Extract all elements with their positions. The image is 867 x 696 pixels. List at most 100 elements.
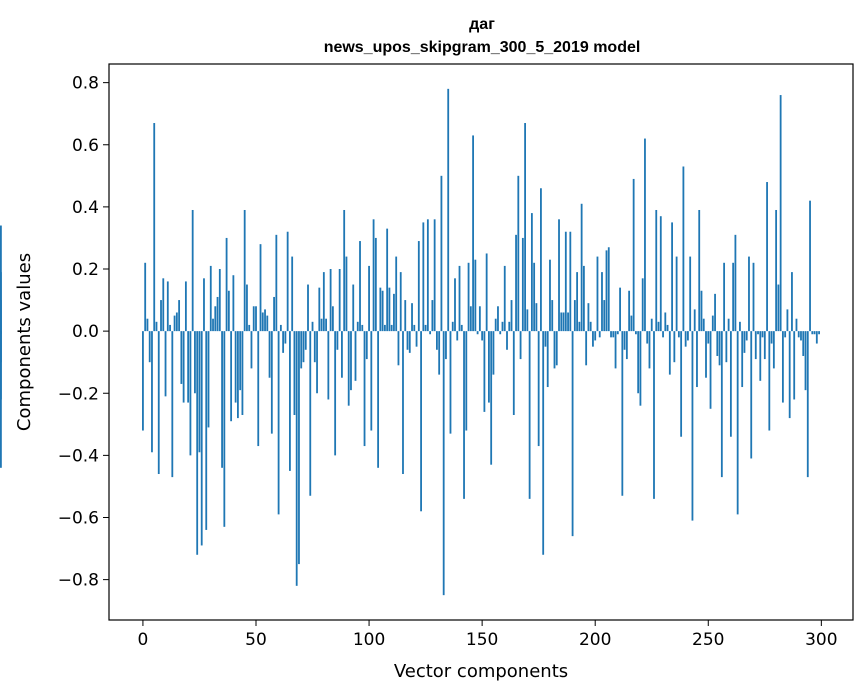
bar bbox=[567, 312, 569, 332]
bar bbox=[289, 331, 291, 471]
bar bbox=[302, 331, 305, 363]
bar bbox=[322, 272, 325, 332]
bar bbox=[189, 331, 192, 456]
bar bbox=[467, 262, 470, 332]
bar bbox=[399, 272, 402, 332]
bar bbox=[417, 241, 420, 332]
bar bbox=[791, 272, 793, 332]
bar bbox=[546, 331, 549, 388]
bar bbox=[397, 331, 400, 366]
y-tick-label: −0.6 bbox=[58, 508, 99, 528]
bar bbox=[630, 315, 633, 332]
bar bbox=[754, 331, 757, 360]
bar bbox=[449, 331, 452, 434]
bar bbox=[273, 296, 275, 332]
y-tick-label: −0.2 bbox=[58, 384, 99, 404]
bar bbox=[540, 188, 542, 332]
bar bbox=[578, 321, 581, 332]
bar bbox=[359, 241, 361, 332]
bar bbox=[474, 259, 477, 332]
bar bbox=[748, 256, 750, 332]
bar bbox=[298, 331, 300, 565]
bar bbox=[420, 331, 422, 512]
bar bbox=[612, 331, 615, 338]
bar bbox=[723, 262, 726, 332]
bar bbox=[361, 324, 364, 332]
bar bbox=[684, 331, 687, 347]
bar bbox=[182, 331, 185, 403]
bar bbox=[793, 331, 796, 400]
bar bbox=[555, 331, 558, 366]
bar bbox=[662, 331, 664, 338]
bar bbox=[530, 213, 533, 332]
bar bbox=[770, 331, 773, 344]
bar bbox=[736, 331, 739, 515]
y-tick-label: 0.8 bbox=[72, 74, 99, 94]
bar bbox=[788, 331, 791, 419]
bar bbox=[227, 290, 230, 332]
bar bbox=[164, 331, 167, 397]
bar bbox=[648, 331, 651, 369]
bar bbox=[702, 318, 705, 332]
bar bbox=[784, 331, 787, 338]
bar bbox=[194, 331, 196, 394]
bar bbox=[689, 256, 692, 332]
bar bbox=[458, 265, 461, 332]
bar bbox=[307, 284, 309, 332]
bar bbox=[519, 331, 522, 360]
bar bbox=[506, 331, 508, 350]
bar bbox=[331, 306, 334, 332]
bar bbox=[594, 331, 597, 341]
bar bbox=[368, 265, 370, 332]
bar bbox=[469, 306, 472, 332]
x-tick-label: 0 bbox=[138, 630, 149, 650]
bar bbox=[610, 331, 612, 338]
bar bbox=[693, 309, 696, 332]
bar bbox=[456, 331, 459, 341]
bar bbox=[720, 331, 723, 478]
bar bbox=[0, 331, 2, 468]
bar bbox=[180, 331, 183, 384]
bar bbox=[585, 331, 588, 366]
bar bbox=[635, 331, 637, 335]
x-tick-label: 250 bbox=[692, 630, 724, 650]
bar bbox=[431, 300, 434, 332]
bar bbox=[225, 237, 228, 332]
bar bbox=[616, 331, 619, 335]
bar bbox=[707, 331, 710, 344]
bar bbox=[716, 331, 719, 356]
bar bbox=[203, 278, 205, 332]
bar bbox=[739, 321, 741, 332]
bar bbox=[377, 331, 380, 468]
bar bbox=[795, 318, 798, 332]
bar bbox=[261, 312, 264, 332]
bar bbox=[815, 331, 818, 344]
bar bbox=[639, 331, 642, 406]
bar bbox=[345, 256, 348, 332]
bar bbox=[162, 278, 165, 332]
bar bbox=[445, 331, 447, 360]
bar bbox=[184, 281, 187, 332]
bar bbox=[628, 290, 631, 332]
bar bbox=[761, 331, 764, 338]
y-tick-label: 0.2 bbox=[72, 260, 99, 280]
bar bbox=[230, 331, 233, 422]
bar bbox=[587, 303, 590, 332]
bar bbox=[698, 209, 701, 332]
bar bbox=[644, 138, 646, 332]
bar bbox=[221, 331, 223, 468]
bar bbox=[411, 303, 413, 332]
bar bbox=[592, 331, 594, 347]
bar bbox=[494, 318, 497, 332]
y-axis-ticks: −0.8 −0.6 −0.4 −0.2 0.0 0.2 0.4 0.6 0.8 bbox=[58, 74, 109, 591]
bar bbox=[336, 331, 339, 350]
bar bbox=[777, 284, 780, 332]
bar bbox=[404, 300, 407, 332]
bar bbox=[571, 331, 574, 537]
bar bbox=[309, 331, 312, 496]
bar bbox=[485, 253, 488, 332]
bar bbox=[549, 259, 551, 332]
bar bbox=[343, 209, 346, 332]
bar bbox=[673, 331, 676, 363]
bar bbox=[700, 290, 703, 332]
